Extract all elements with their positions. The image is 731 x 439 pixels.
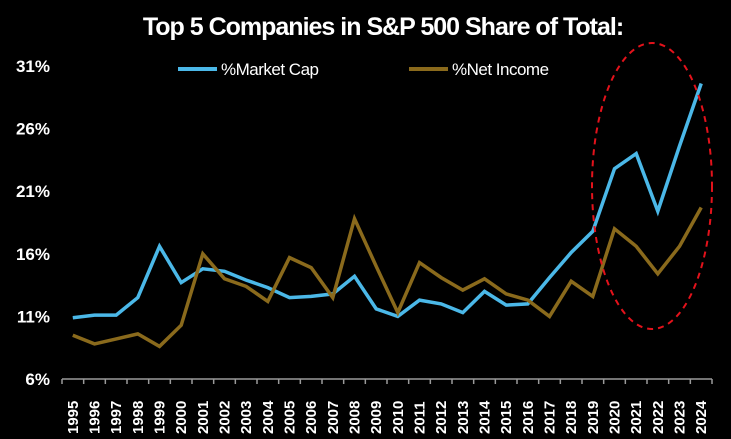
- x-tick-label: 2010: [390, 401, 407, 434]
- x-tick-label: 2016: [520, 401, 537, 434]
- y-tick-label: 16%: [16, 245, 50, 264]
- x-tick-label: 2007: [325, 401, 342, 434]
- x-tick-label: 2012: [433, 401, 450, 434]
- x-tick-label: 2001: [195, 401, 212, 434]
- x-tick-label: 2017: [542, 401, 559, 434]
- x-tick-label: 2008: [347, 401, 364, 434]
- series-line-market-cap: [72, 82, 703, 320]
- legend: %Market Cap %Net Income: [178, 60, 549, 79]
- y-tick-label: 11%: [17, 307, 50, 326]
- x-tick-label: 1999: [152, 401, 169, 434]
- y-tick-label: 6%: [25, 370, 50, 389]
- x-tick-label: 2019: [585, 401, 602, 434]
- y-axis: 6% 11% 16% 21% 26% 31%: [16, 57, 50, 389]
- series-lines: [72, 82, 703, 349]
- x-tick-label: 1998: [130, 401, 147, 434]
- x-tick-label: 2014: [477, 400, 494, 434]
- y-tick-label: 21%: [16, 182, 50, 201]
- chart-title: Top 5 Companies in S&P 500 Share of Tota…: [143, 13, 623, 41]
- x-tick-label: 2011: [412, 401, 429, 434]
- x-tick-label: 2000: [173, 401, 190, 434]
- x-tick-label: 2022: [650, 401, 667, 434]
- x-tick-label: 2018: [563, 401, 580, 434]
- x-tick-label: 1996: [87, 401, 104, 434]
- x-tick-label: 2013: [455, 401, 472, 434]
- highlight-ellipse: [591, 42, 713, 330]
- x-tick-label: 1997: [108, 401, 125, 434]
- y-tick-label: 31%: [16, 57, 50, 76]
- x-tick-label: 2004: [260, 400, 277, 434]
- x-tick-label: 2006: [303, 401, 320, 434]
- x-axis: 1995 1996 1997 1998 1999 2000 2001 2002 2003 2004…: [61, 378, 713, 434]
- x-tick-label: 2024: [693, 400, 710, 434]
- x-tick-label: 2015: [498, 401, 515, 434]
- y-tick-label: 26%: [16, 120, 50, 139]
- x-tick-label: 2002: [217, 401, 234, 434]
- x-tick-label: 2009: [368, 401, 385, 434]
- x-tick-label: 2021: [628, 401, 645, 434]
- x-tick-label: 2023: [672, 401, 689, 434]
- series-line-net-income: [72, 206, 703, 349]
- x-tick-label: 2020: [607, 401, 624, 434]
- legend-label-market-cap: %Market Cap: [221, 60, 319, 79]
- x-tick-label: 2005: [282, 401, 299, 434]
- x-tick-label: 1995: [65, 401, 82, 434]
- x-tick-label: 2003: [238, 401, 255, 434]
- legend-label-net-income: %Net Income: [452, 60, 549, 79]
